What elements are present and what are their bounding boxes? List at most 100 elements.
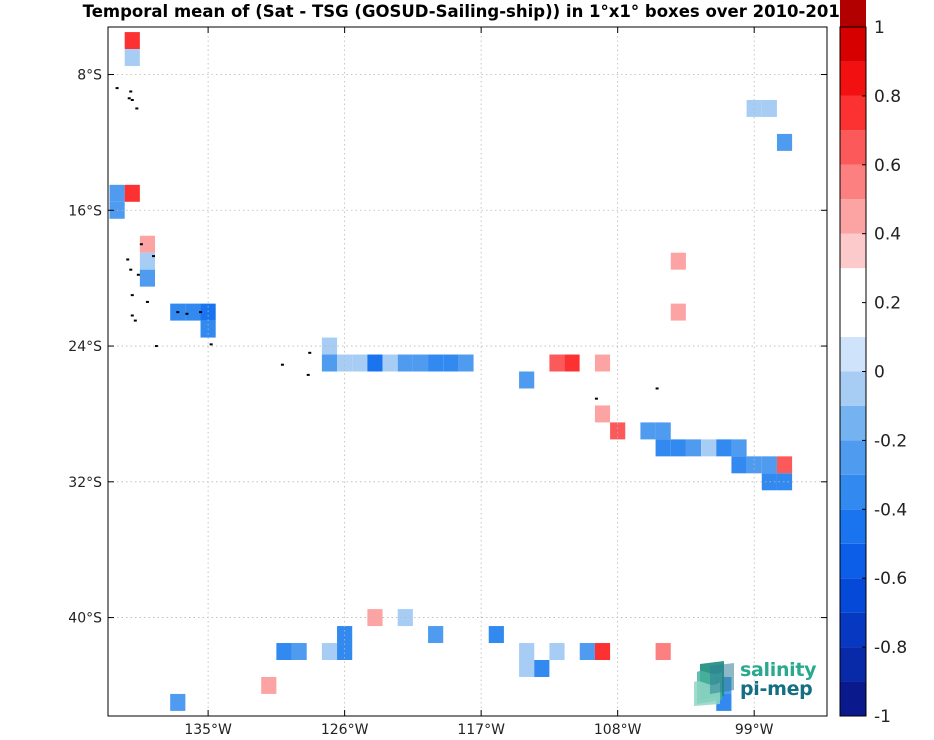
data-cell (291, 643, 307, 660)
data-cell (458, 354, 474, 372)
data-cell (670, 439, 686, 457)
data-cell (261, 676, 277, 694)
data-cell (321, 354, 338, 372)
data-cell (488, 371, 504, 389)
island-mark (129, 90, 133, 93)
colorbar-segment (840, 440, 866, 475)
data-cell (124, 32, 140, 50)
data-cell (655, 303, 671, 321)
data-cell (685, 303, 702, 321)
data-cell (685, 286, 702, 304)
data-cell (701, 286, 717, 304)
data-cell (109, 184, 125, 202)
data-cell (625, 643, 641, 660)
data-cell (246, 676, 262, 694)
island-mark (115, 87, 119, 90)
island-mark (199, 311, 203, 314)
island-mark (185, 312, 189, 315)
colorbar-tick-label: -1 (874, 707, 891, 727)
colorbar-tick-label: -0.4 (874, 500, 907, 520)
data-cell (185, 303, 201, 321)
data-cell (776, 456, 793, 474)
colorbar-tick-label: 0.6 (874, 156, 901, 176)
data-cell (261, 659, 277, 677)
data-cell (261, 337, 277, 355)
data-cell (579, 643, 595, 660)
colorbar: 1 0.8 0.6 0.4 0.2 0 -0.2 -0.4 -0.6 -0.8 -1 (839, 0, 907, 727)
colorbar-segment (840, 130, 866, 165)
data-cell (731, 150, 747, 168)
colorbar-segment (840, 337, 866, 372)
island-mark (136, 273, 140, 276)
colorbar-segment (840, 543, 866, 579)
map-frame (107, 26, 828, 717)
colorbar-segment (840, 302, 866, 338)
data-cell (367, 354, 383, 372)
data-cell (625, 337, 641, 355)
colorbar-segment (840, 647, 866, 682)
grid-layer (108, 27, 827, 716)
data-cell (170, 693, 186, 711)
data-cell (670, 303, 686, 321)
data-cell (776, 133, 793, 151)
data-cell (215, 693, 231, 711)
island-mark (129, 268, 133, 271)
island-mark (280, 363, 284, 366)
data-cell (397, 354, 413, 372)
colorbar-segment (840, 509, 866, 544)
data-cell (655, 643, 671, 660)
data-cell (443, 354, 459, 372)
data-cell (716, 184, 732, 202)
data-cell (428, 354, 444, 372)
island-mark (126, 258, 130, 261)
colorbar-segment (840, 612, 866, 648)
data-cell (352, 354, 368, 372)
data-cell (519, 643, 535, 660)
island-mark (306, 373, 310, 376)
x-tick-label: 135°W (184, 722, 232, 738)
island-mark (209, 343, 213, 346)
data-cell (519, 371, 535, 389)
y-axis: 8°S 16°S 24°S 32°S 40°S (68, 68, 827, 627)
data-cell (230, 693, 247, 711)
data-cell (382, 354, 398, 372)
x-tick-label: 108°W (594, 722, 642, 738)
data-cell (716, 439, 732, 457)
data-cell (761, 473, 777, 491)
data-cell (503, 371, 520, 389)
island-mark (594, 397, 598, 400)
map-title: Temporal mean of (Sat - TSG (GOSUD-Saili… (82, 2, 852, 21)
colorbar-segment (840, 578, 866, 613)
colorbar-segment (840, 405, 866, 441)
x-tick-label: 126°W (321, 722, 369, 738)
island-mark (133, 319, 137, 322)
colorbar-segment (840, 268, 866, 303)
y-tick-label: 8°S (77, 68, 102, 84)
data-cell (549, 643, 565, 660)
data-cell (337, 643, 353, 660)
data-cell (200, 303, 216, 321)
data-cell (670, 286, 686, 304)
data-cell (594, 643, 611, 660)
data-cell (579, 388, 595, 406)
island-mark (130, 98, 134, 101)
data-cell (564, 354, 580, 372)
data-cell (776, 83, 793, 100)
y-tick-label: 24°S (68, 339, 102, 355)
wave-logo-icon (694, 661, 734, 706)
data-cell (731, 184, 747, 202)
logo-line-2: pi-mep (740, 678, 813, 700)
colorbar-segment (840, 164, 866, 200)
island-mark (135, 107, 139, 110)
x-axis: 135°W 126°W 117°W 108°W 99°W (184, 27, 774, 738)
data-cell (488, 626, 504, 644)
data-cell (155, 269, 171, 287)
data-cell (761, 167, 777, 185)
logo-line-1: salinity (740, 659, 817, 681)
data-cell (519, 659, 535, 677)
colorbar-tick-label: -0.2 (874, 431, 907, 451)
colorbar-tick-label: 0 (874, 363, 885, 383)
island-mark (130, 314, 134, 317)
island-mark (145, 300, 149, 303)
